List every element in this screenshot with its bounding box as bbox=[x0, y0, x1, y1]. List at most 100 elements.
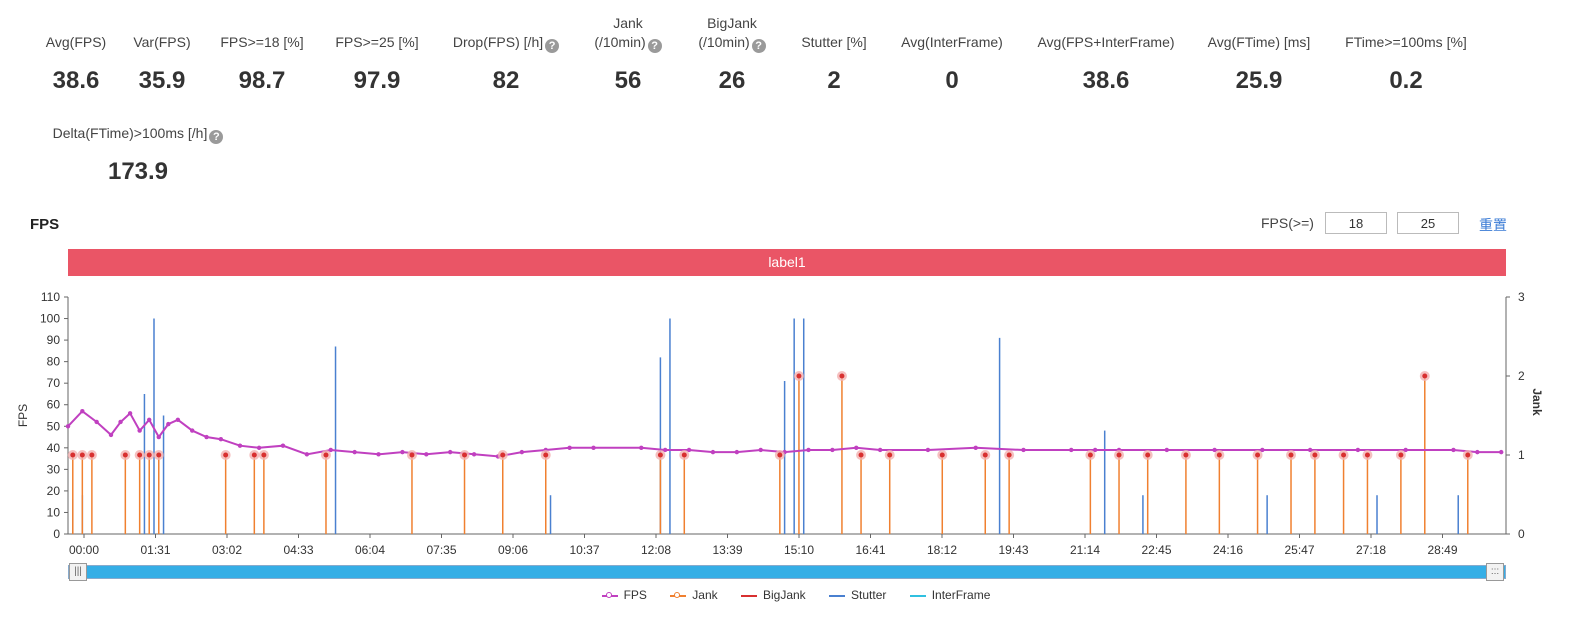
fps-point bbox=[1069, 447, 1074, 453]
fps-point bbox=[662, 447, 668, 453]
stat-label-text: (/10min) bbox=[698, 34, 750, 50]
y2-axis-label: Jank bbox=[1530, 388, 1544, 416]
y2-tick-label: 3 bbox=[1518, 290, 1525, 304]
jank-marker bbox=[137, 452, 143, 458]
jank-marker bbox=[89, 452, 95, 458]
legend-jank[interactable]: Jank bbox=[670, 588, 718, 602]
fps-point bbox=[1092, 447, 1098, 453]
fps-point bbox=[1475, 449, 1480, 455]
help-icon[interactable]: ? bbox=[545, 39, 560, 53]
x-tick-label: 25:47 bbox=[1284, 543, 1314, 555]
stat-label: FPS>=18 [%] bbox=[152, 33, 372, 52]
jank-marker bbox=[681, 452, 687, 458]
fps-point bbox=[118, 419, 123, 425]
x-tick-label: 04:33 bbox=[283, 543, 313, 555]
legend-fps[interactable]: FPS bbox=[601, 588, 647, 602]
x-tick-label: 09:06 bbox=[498, 543, 528, 555]
fps-point bbox=[1499, 449, 1504, 455]
x-tick-label: 00:00 bbox=[69, 543, 99, 555]
help-icon[interactable]: ? bbox=[647, 39, 662, 53]
y-tick-label: 30 bbox=[47, 462, 61, 476]
fps-point bbox=[280, 443, 286, 448]
fps-section-title: FPS bbox=[30, 216, 60, 233]
jank-marker bbox=[1216, 452, 1222, 458]
y2-tick-label: 1 bbox=[1518, 448, 1525, 462]
fps-point bbox=[1451, 447, 1456, 453]
y2-tick-label: 0 bbox=[1518, 527, 1525, 541]
stat-value: 2 bbox=[827, 67, 841, 94]
jank-marker bbox=[939, 452, 945, 458]
stat-value: 35.9 bbox=[138, 67, 186, 94]
stat-label-text: BigJank bbox=[707, 15, 757, 31]
slider-right-handle[interactable]: ::: bbox=[1486, 563, 1504, 581]
jank-marker bbox=[156, 452, 162, 458]
stat-label: Avg(FPS) bbox=[0, 33, 186, 52]
time-range-slider[interactable] bbox=[68, 565, 1506, 579]
help-icon[interactable]: ? bbox=[751, 39, 766, 53]
fps-point bbox=[166, 421, 171, 427]
fps-point bbox=[1307, 447, 1313, 453]
stat-label: Avg(InterFrame) bbox=[842, 33, 1062, 52]
stat-value: 56 bbox=[614, 67, 642, 94]
legend-stutter[interactable]: Stutter bbox=[829, 588, 886, 602]
fps-point bbox=[1260, 447, 1265, 453]
fps-point bbox=[304, 452, 310, 457]
fps-point bbox=[519, 449, 525, 455]
stat-value: 0 bbox=[945, 67, 959, 94]
fps-point bbox=[190, 428, 195, 433]
y-tick-label: 60 bbox=[47, 398, 61, 412]
jank-marker bbox=[70, 452, 76, 458]
fps-point bbox=[447, 449, 453, 455]
x-tick-label: 06:04 bbox=[355, 543, 385, 555]
jank-marker bbox=[251, 452, 257, 458]
x-tick-label: 12:08 bbox=[641, 543, 671, 555]
help-icon[interactable]: ? bbox=[209, 130, 224, 144]
x-tick-label: 18:12 bbox=[927, 543, 957, 555]
fps-point bbox=[256, 445, 262, 451]
stat-value: 38.6 bbox=[52, 67, 100, 94]
y-tick-label: 90 bbox=[47, 333, 61, 347]
stat-label: Avg(FTime) [ms] bbox=[1149, 33, 1369, 52]
fps-point bbox=[1403, 447, 1408, 453]
fps-point bbox=[734, 449, 740, 455]
fps-point bbox=[806, 447, 811, 453]
fps-point bbox=[591, 445, 596, 451]
x-tick-label: 03:02 bbox=[212, 543, 242, 555]
x-tick-label: 16:41 bbox=[855, 543, 885, 555]
stat-value: 97.9 bbox=[353, 67, 401, 94]
fps-point bbox=[65, 424, 71, 429]
jank-marker bbox=[1422, 373, 1428, 379]
fps-point bbox=[925, 447, 931, 453]
jank-marker bbox=[1116, 452, 1122, 458]
fps-point bbox=[1021, 447, 1026, 453]
x-tick-label: 21:14 bbox=[1070, 543, 1100, 555]
x-tick-label: 07:35 bbox=[426, 543, 456, 555]
slider-left-handle[interactable]: ||| bbox=[69, 563, 87, 581]
stat-label-text: Drop(FPS) [/h] bbox=[452, 34, 544, 50]
legend-bigjank[interactable]: BigJank bbox=[740, 588, 806, 602]
stat-label-text: Avg(FPS) bbox=[45, 34, 107, 50]
x-tick-label: 10:37 bbox=[569, 543, 599, 555]
jank-marker bbox=[796, 373, 802, 379]
jank-marker bbox=[1145, 452, 1151, 458]
fps-point bbox=[854, 445, 859, 451]
y-axis-label: FPS bbox=[16, 404, 30, 427]
y-tick-label: 40 bbox=[47, 441, 61, 455]
jank-marker bbox=[1087, 452, 1093, 458]
y2-tick-label: 2 bbox=[1518, 369, 1525, 383]
fps-threshold-high-input[interactable] bbox=[1397, 212, 1459, 234]
stat-value: 173.9 bbox=[107, 158, 169, 185]
fps-point bbox=[376, 452, 381, 457]
fps-point bbox=[877, 447, 883, 453]
stat-label: FPS>=25 [%] bbox=[267, 33, 487, 52]
x-tick-label: 28:49 bbox=[1427, 543, 1457, 555]
jank-marker bbox=[146, 452, 152, 458]
reset-button[interactable]: 重置 bbox=[1479, 217, 1507, 233]
jank-marker bbox=[1255, 452, 1261, 458]
y-tick-label: 20 bbox=[47, 484, 61, 498]
label-bar[interactable]: label1 bbox=[68, 249, 1506, 276]
y-tick-label: 80 bbox=[47, 355, 61, 369]
stat-label: Avg(FPS+InterFrame) bbox=[996, 33, 1216, 52]
legend-interframe[interactable]: InterFrame bbox=[909, 588, 990, 602]
fps-threshold-low-input[interactable] bbox=[1325, 212, 1387, 234]
